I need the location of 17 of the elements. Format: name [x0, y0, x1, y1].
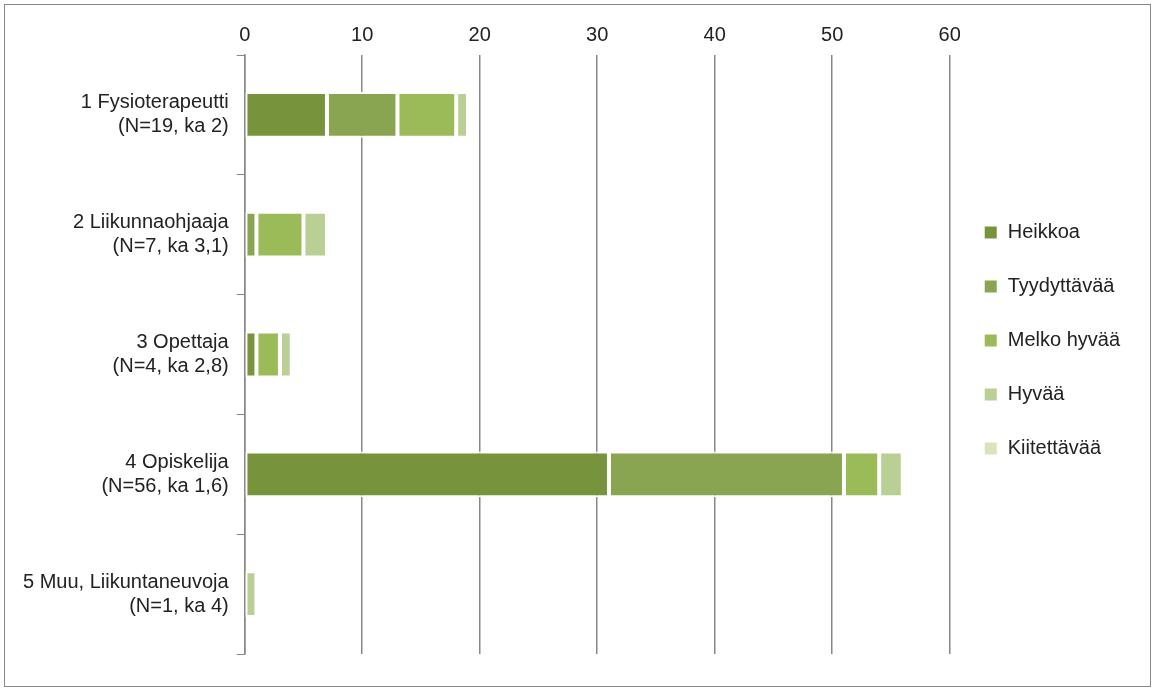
legend-label: Tyydyttävää [1007, 274, 1116, 297]
y-tick-label: 5 Muu, Liikuntaneuvoja (N=1, ka 4) [22, 569, 230, 616]
y-tick-label: 2 Liikunnaohjaaja (N=7, ka 3,1) [73, 210, 230, 257]
x-tick-label: 30 [586, 22, 609, 45]
x-tick-label: 20 [468, 22, 491, 45]
x-tick-label: 10 [351, 22, 374, 45]
x-tick-label: 50 [821, 22, 844, 45]
x-tick-label: 0 [239, 22, 251, 45]
legend-label: Kiitettävää [1007, 436, 1102, 459]
y-tick-label: 3 Opettaja (N=4, ka 2,8) [112, 330, 230, 377]
x-tick-label: 60 [938, 22, 961, 45]
y-tick-label: 1 Fysioterapeutti (N=19, ka 2) [80, 90, 229, 137]
legend-label: Heikkoa [1007, 220, 1081, 243]
legend-label: Melko hyvää [1007, 328, 1121, 351]
legend-label: Hyvää [1007, 382, 1066, 405]
y-tick-label: 4 Opiskelija (N=56, ka 1,6) [101, 449, 230, 496]
x-tick-label: 40 [703, 22, 726, 45]
